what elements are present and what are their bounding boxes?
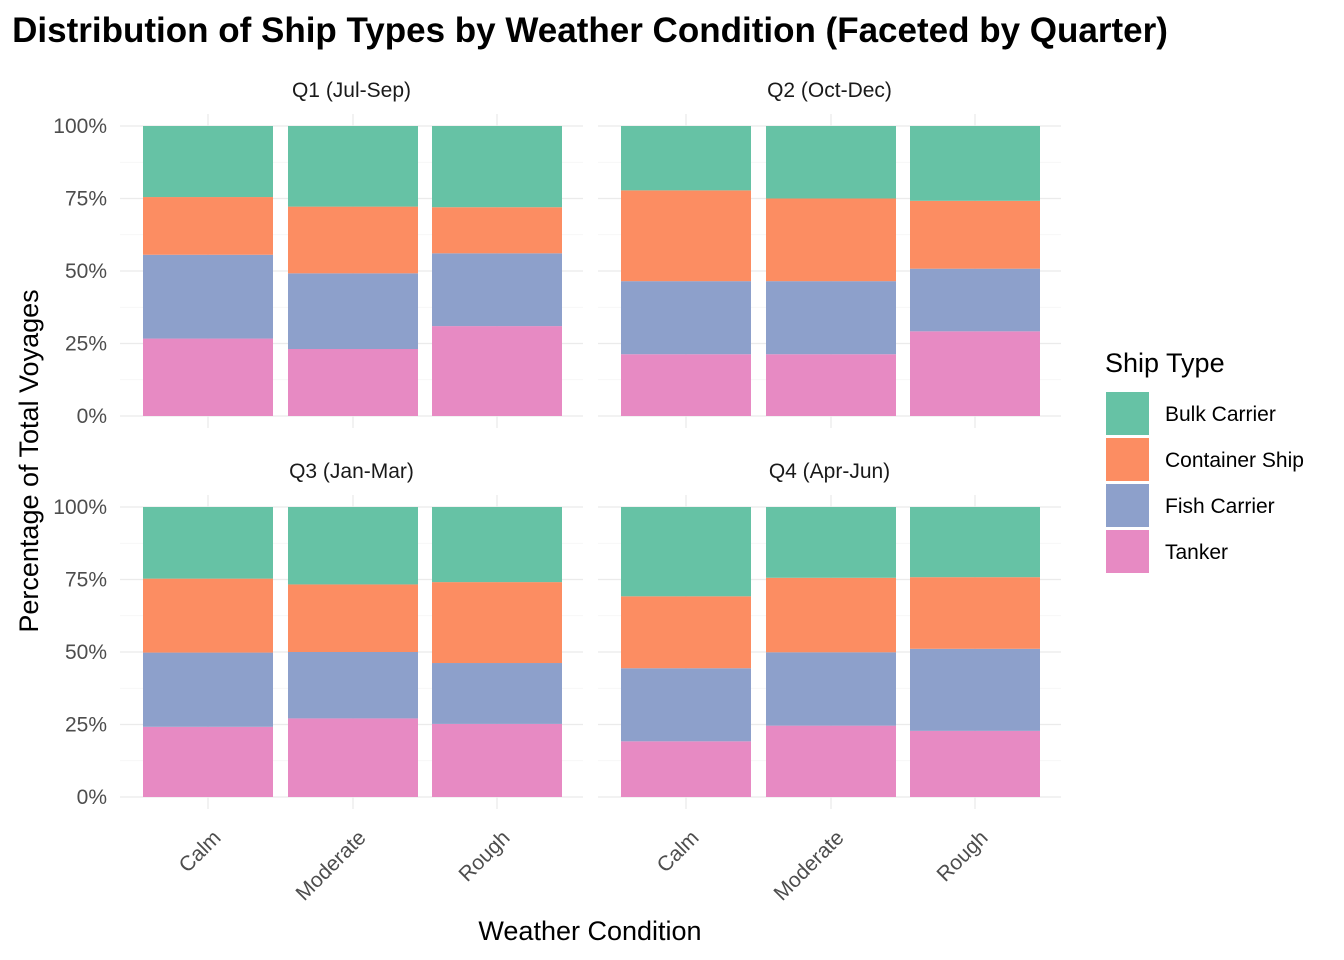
x-tick-label: Rough: [455, 826, 515, 886]
bar-segment-fish-carrier-moderate: [766, 652, 896, 726]
x-tick-label: Calm: [175, 826, 226, 877]
facet-panel-4: Q4 (Apr-Jun) Calm Moderate Rough: [598, 460, 1061, 905]
bar-segment-bulk-carrier-rough: [910, 126, 1040, 201]
x-tick-label: Moderate: [292, 826, 371, 905]
facet-label: Q4 (Apr-Jun): [769, 460, 890, 483]
y-tick-label: 100%: [53, 496, 107, 519]
bar-segment-container-ship-rough: [910, 577, 1040, 649]
bar-segment-fish-carrier-calm: [143, 254, 273, 339]
bar-segment-bulk-carrier-moderate: [766, 507, 896, 578]
bar-segment-bulk-carrier-moderate: [766, 126, 896, 199]
bar-segment-container-ship-rough: [432, 207, 562, 254]
bar-segment-container-ship-calm: [621, 190, 751, 282]
bar-segment-bulk-carrier-moderate: [288, 126, 418, 207]
bar-segment-fish-carrier-rough: [910, 268, 1040, 332]
bar-segment-tanker-moderate: [766, 354, 896, 416]
bar-segment-tanker-rough: [432, 326, 562, 416]
bar-segment-bulk-carrier-calm: [621, 507, 751, 597]
legend-key-tanker: [1106, 530, 1149, 573]
bar-segment-tanker-calm: [143, 338, 273, 416]
x-tick-label: Moderate: [770, 826, 849, 905]
bar-segment-tanker-calm: [621, 741, 751, 797]
bar-segment-container-ship-calm: [143, 578, 273, 653]
bar-segment-bulk-carrier-rough: [432, 126, 562, 208]
legend-label: Container Ship: [1165, 449, 1304, 472]
facet-panels: Q1 (Jul-Sep) 0% 25% 50% 75% 100% Q2 (Oct-Dec) Q…: [53, 79, 1061, 905]
chart-title: Distribution of Ship Types by Weather Co…: [12, 11, 1168, 50]
bar-segment-fish-carrier-rough: [432, 253, 562, 327]
y-tick-label: 50%: [65, 641, 107, 664]
legend-title: Ship Type: [1105, 348, 1225, 378]
bar-segment-tanker-moderate: [288, 718, 418, 797]
bar-segment-fish-carrier-calm: [621, 281, 751, 355]
bar-segment-container-ship-moderate: [766, 577, 896, 653]
x-tick-label: Rough: [933, 826, 993, 886]
bar-segment-tanker-calm: [143, 726, 273, 797]
bar-segment-fish-carrier-rough: [910, 648, 1040, 731]
x-tick-label: Calm: [653, 826, 704, 877]
y-tick-label: 75%: [65, 569, 107, 592]
bar-segment-bulk-carrier-moderate: [288, 507, 418, 585]
bar-segment-fish-carrier-moderate: [766, 281, 896, 355]
bar-segment-fish-carrier-calm: [143, 652, 273, 727]
y-tick-label: 0%: [77, 405, 107, 428]
facet-label: Q3 (Jan-Mar): [289, 460, 414, 483]
legend-label: Tanker: [1165, 541, 1228, 564]
y-tick-label: 75%: [65, 188, 107, 211]
legend-key-fish-carrier: [1106, 484, 1149, 527]
bar-segment-container-ship-moderate: [766, 198, 896, 282]
bar-segment-bulk-carrier-calm: [143, 507, 273, 579]
bar-segment-tanker-moderate: [288, 349, 418, 416]
facet-panel-2: Q2 (Oct-Dec): [598, 79, 1061, 428]
bar-segment-tanker-calm: [621, 354, 751, 416]
facet-panel-3: Q3 (Jan-Mar) 0% 25% 50% 75% 100% Calm Moderate R…: [53, 460, 583, 905]
y-axis-title: Percentage of Total Voyages: [14, 289, 44, 632]
bar-segment-container-ship-calm: [143, 197, 273, 255]
bar-segment-fish-carrier-rough: [432, 663, 562, 724]
y-tick-label: 25%: [65, 333, 107, 356]
y-tick-label: 100%: [53, 115, 107, 138]
y-tick-label: 0%: [77, 786, 107, 809]
facet-label: Q2 (Oct-Dec): [767, 79, 892, 102]
bar-segment-container-ship-rough: [910, 200, 1040, 269]
bar-segment-bulk-carrier-calm: [621, 126, 751, 191]
bar-segment-fish-carrier-moderate: [288, 273, 418, 350]
bar-segment-container-ship-rough: [432, 582, 562, 664]
bar-segment-bulk-carrier-calm: [143, 126, 273, 198]
bar-segment-fish-carrier-moderate: [288, 652, 418, 719]
bar-segment-tanker-rough: [910, 331, 1040, 416]
y-tick-label: 50%: [65, 260, 107, 283]
bar-segment-container-ship-moderate: [288, 584, 418, 652]
y-tick-label: 25%: [65, 714, 107, 737]
bar-segment-bulk-carrier-rough: [910, 507, 1040, 578]
bar-segment-tanker-moderate: [766, 725, 896, 797]
legend-label: Bulk Carrier: [1165, 403, 1276, 426]
bar-segment-container-ship-calm: [621, 596, 751, 669]
legend: Ship Type Bulk Carrier Container Ship Fish…: [1105, 348, 1304, 573]
facet-panel-1: Q1 (Jul-Sep) 0% 25% 50% 75% 100%: [53, 79, 583, 428]
bar-segment-tanker-rough: [910, 730, 1040, 797]
bar-segment-bulk-carrier-rough: [432, 507, 562, 583]
bar-segment-container-ship-moderate: [288, 206, 418, 274]
bar-segment-tanker-rough: [432, 723, 562, 797]
x-axis-title: Weather Condition: [478, 916, 701, 946]
bar-segment-fish-carrier-calm: [621, 668, 751, 742]
legend-label: Fish Carrier: [1165, 495, 1275, 518]
legend-key-container-ship: [1106, 438, 1149, 481]
legend-key-bulk-carrier: [1106, 392, 1149, 435]
facet-label: Q1 (Jul-Sep): [292, 79, 411, 102]
